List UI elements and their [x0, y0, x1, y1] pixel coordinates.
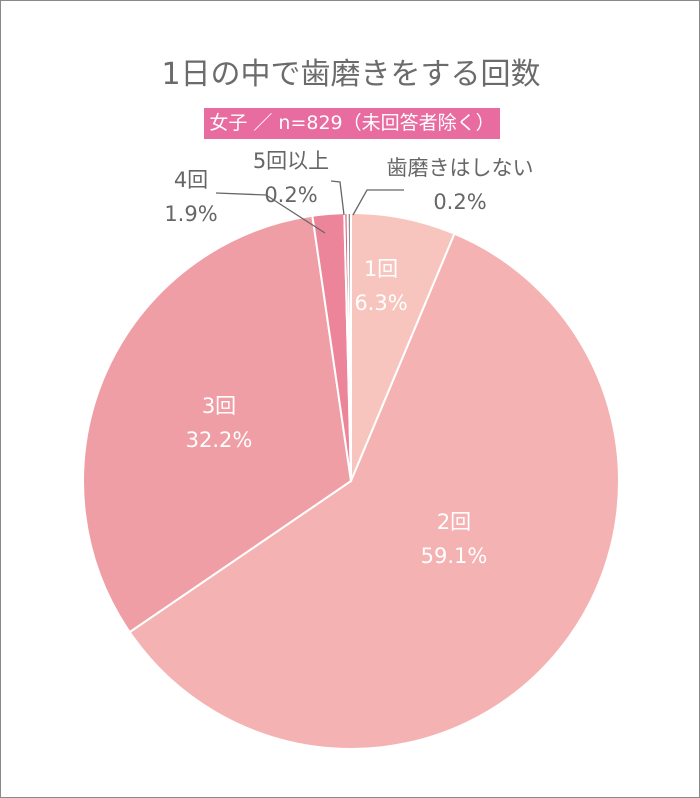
slice-value: 1.9% — [164, 202, 217, 226]
leader-line — [330, 180, 345, 216]
chart-title: 1日の中で歯磨きをする回数 — [161, 57, 541, 92]
chart-subtitle-badge: 女子 ／ n=829（未回答者除く） — [204, 108, 500, 139]
leader-line — [352, 189, 404, 216]
slice-label: 3回 — [202, 394, 236, 418]
slice-value: 0.2% — [264, 183, 317, 207]
leader-line — [215, 192, 326, 234]
slice-label: 歯磨きはしない — [387, 156, 534, 180]
slice-value: 59.1% — [421, 544, 488, 568]
slice-label: 1回 — [364, 257, 398, 281]
pie-slice — [128, 232, 620, 750]
pie-slice — [346, 211, 352, 482]
slice-value: 6.3% — [354, 291, 407, 315]
slice-value: 32.2% — [186, 428, 253, 452]
pie-slice — [82, 214, 353, 634]
slice-label: 5回以上 — [253, 149, 329, 173]
slice-value: 0.2% — [433, 190, 486, 214]
slice-label: 2回 — [437, 510, 471, 534]
slice-label: 4回 — [174, 168, 208, 192]
